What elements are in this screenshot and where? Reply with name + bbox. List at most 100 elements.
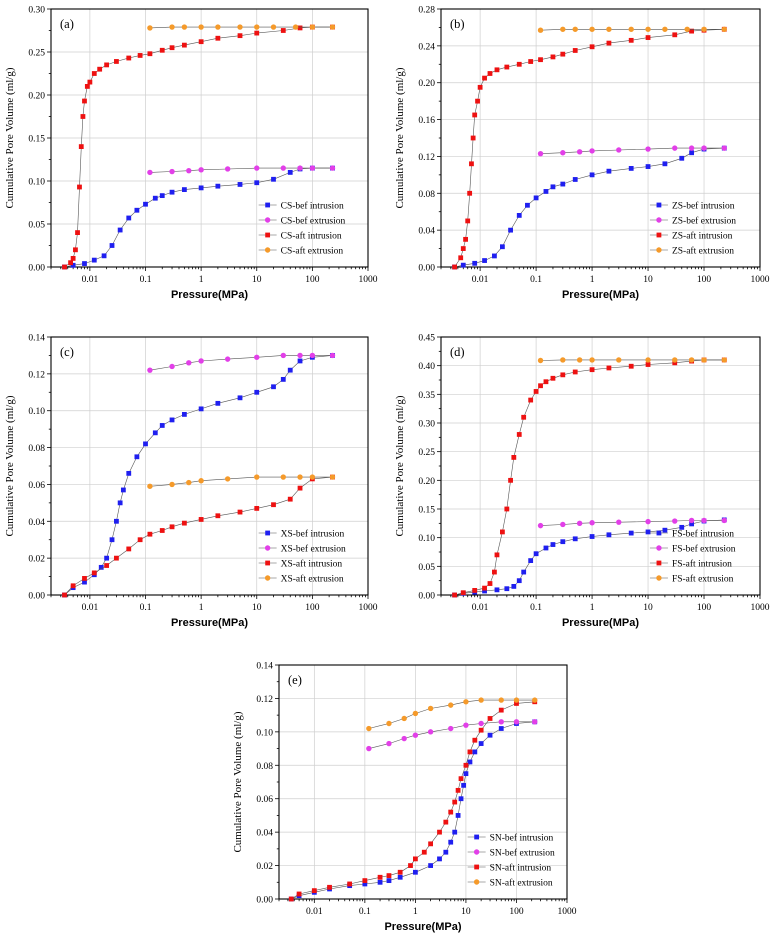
data-point [452, 592, 458, 598]
data-point [550, 375, 556, 381]
series-aft_extrusion [366, 697, 538, 732]
y-tick-label: 0.05 [418, 563, 435, 573]
x-tick-label: 1 [413, 907, 418, 917]
data-point [82, 576, 87, 581]
data-point [68, 260, 73, 266]
data-point [463, 771, 469, 777]
legend-marker [265, 202, 271, 208]
data-point [237, 182, 243, 187]
data-point [508, 227, 513, 233]
legend-label: SN-aft extrusion [490, 878, 553, 889]
data-point [254, 165, 260, 171]
data-point [504, 506, 510, 512]
data-point [70, 262, 76, 268]
data-point [475, 98, 480, 104]
data-point [514, 701, 519, 706]
data-point [701, 357, 707, 363]
series-bef_extrusion [537, 517, 727, 529]
data-point [672, 357, 678, 363]
data-point [606, 26, 612, 32]
data-point [198, 478, 204, 484]
data-point [412, 869, 418, 875]
data-point [606, 40, 612, 46]
data-point [645, 35, 651, 40]
data-point [159, 423, 165, 428]
data-point [427, 729, 434, 735]
legend-marker [265, 560, 271, 566]
data-point [421, 849, 427, 855]
series-line [149, 476, 333, 487]
data-point [645, 146, 651, 152]
data-point [688, 517, 695, 524]
x-tick-label: 1 [199, 275, 204, 285]
y-tick-label: 0.10 [418, 534, 435, 544]
data-point [386, 720, 392, 727]
data-point [492, 569, 497, 575]
x-tick-label: 1000 [751, 603, 770, 613]
x-tick-label: 1 [199, 603, 204, 613]
data-point [412, 732, 419, 738]
data-point [463, 762, 469, 768]
x-tick-label: 0.1 [530, 603, 542, 613]
data-point [463, 699, 469, 705]
legend-marker [264, 247, 271, 253]
y-tick-label: 0.06 [28, 481, 45, 491]
chart-panel-c: 0.01 0.1 1 10 100 1000 0.00 0.02 0.04 0.06 0.08 0.1… [4, 334, 378, 630]
data-point [287, 367, 293, 373]
y-tick-label: 0.45 [418, 334, 435, 344]
legend-label: CS-bef intrusion [281, 201, 344, 212]
data-point [538, 57, 543, 63]
data-point [408, 863, 413, 868]
series-bef_extrusion [147, 352, 336, 373]
panel-label: (a) [60, 17, 74, 31]
data-point [521, 569, 527, 575]
data-point [537, 150, 544, 157]
series-aft_intrusion [62, 474, 335, 598]
data-point [498, 719, 504, 725]
data-point [628, 26, 634, 32]
data-point [329, 474, 336, 480]
data-point [386, 878, 392, 884]
x-tick-label: 0.01 [306, 907, 323, 917]
data-point [401, 715, 407, 722]
data-point [455, 813, 461, 818]
data-point [463, 236, 468, 242]
x-tick-label: 1000 [359, 603, 378, 613]
y-tick-label: 0.06 [256, 795, 273, 805]
y-axis-title: Cumulative Pore Volume (ml/g) [394, 67, 406, 208]
x-tick-label: 100 [509, 907, 524, 917]
data-point [82, 98, 87, 104]
data-point [616, 147, 622, 153]
data-point [271, 384, 276, 390]
data-point [679, 155, 685, 161]
data-point [297, 352, 303, 359]
data-point [296, 891, 302, 897]
legend-marker [473, 879, 480, 885]
x-tick-label: 10 [643, 603, 653, 613]
data-point [152, 430, 158, 436]
data-point [645, 529, 651, 535]
legend-label: FS-bef extrusion [672, 544, 736, 555]
data-point [478, 720, 484, 727]
y-tick-label: 0.24 [418, 42, 435, 52]
data-point [576, 149, 583, 155]
series-aft_extrusion [537, 357, 727, 364]
data-point [511, 455, 517, 460]
series-bef_intrusion [452, 145, 727, 270]
data-point [224, 356, 231, 362]
legend-label: XS-bef extrusion [281, 544, 346, 555]
data-point [616, 519, 622, 525]
data-point [645, 357, 651, 363]
legend: CS-bef intrusion CS-bef extrusion CS-aft i… [258, 201, 346, 257]
data-point [628, 37, 634, 43]
data-point [525, 202, 530, 208]
y-axis-title: Cumulative Pore Volume (ml/g) [394, 395, 406, 536]
data-point [137, 53, 143, 58]
data-point [589, 26, 595, 32]
data-point [87, 79, 93, 85]
data-point [104, 555, 110, 561]
data-point [452, 799, 458, 805]
data-point [572, 369, 578, 375]
data-point [572, 536, 578, 542]
